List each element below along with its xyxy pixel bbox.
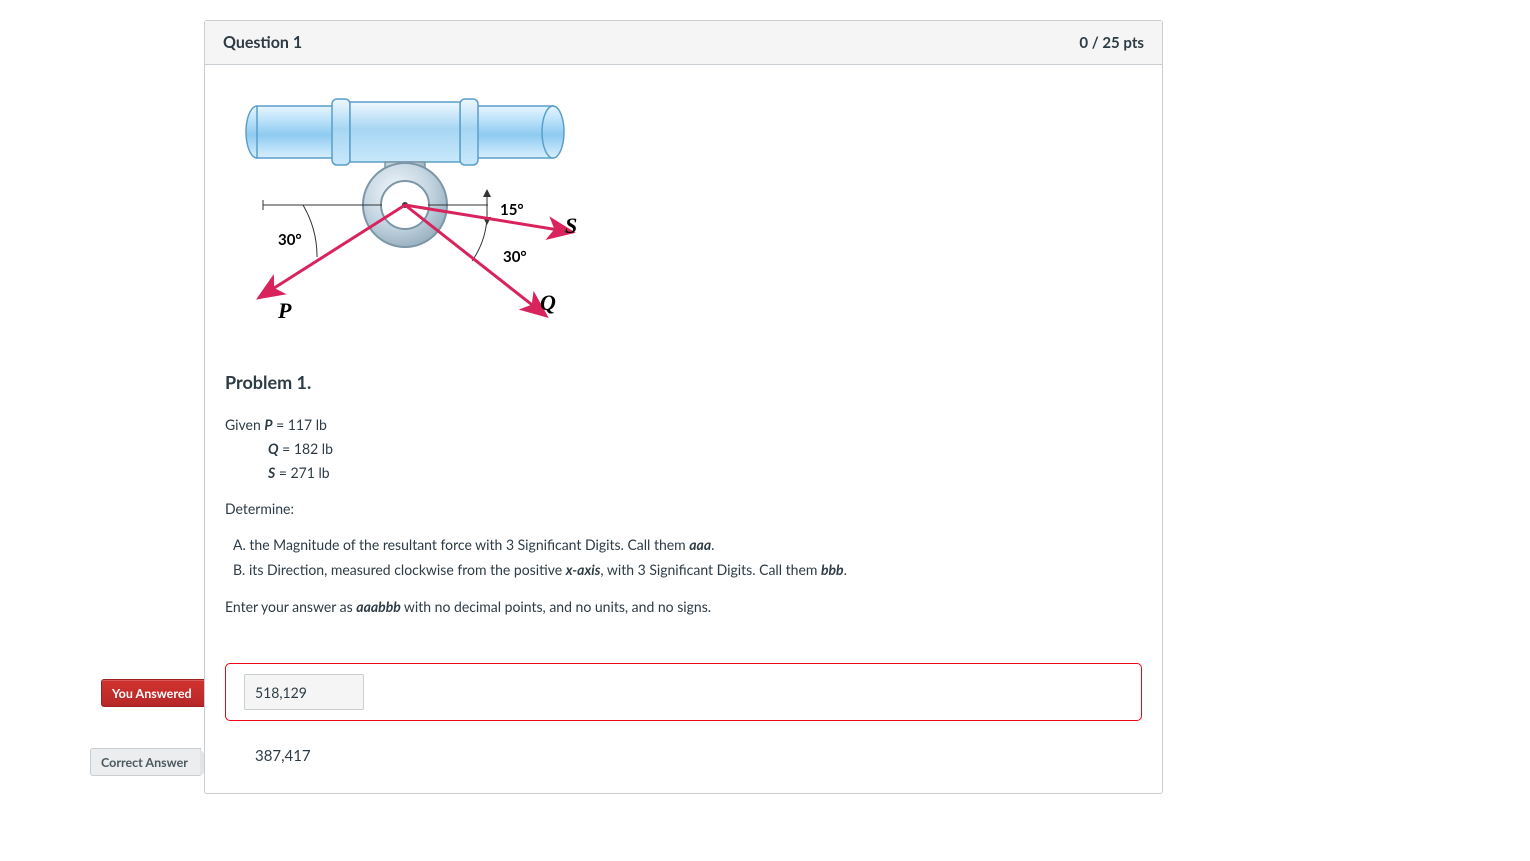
val-Q: = 182 lb bbox=[282, 440, 333, 457]
bullet-B-axis: x-axis bbox=[566, 561, 601, 578]
bullet-B-mid: , with 3 Significant Digits. Call them bbox=[600, 561, 821, 578]
flag-you-answered: You Answered bbox=[101, 679, 205, 707]
force-diagram: 30° 30° 15° P Q S bbox=[225, 85, 585, 345]
bullet-B-pre: B. its Direction, measured clockwise fro… bbox=[233, 561, 566, 578]
question-body: 30° 30° 15° P Q S Problem 1. Given P = 1… bbox=[205, 65, 1162, 793]
bullet-A-em: aaa bbox=[689, 536, 711, 553]
angle-30-right: 30° bbox=[503, 248, 527, 266]
angle-15: 15° bbox=[500, 201, 524, 219]
angle-30-left: 30° bbox=[278, 231, 302, 249]
question-header: Question 1 0 / 25 pts bbox=[205, 21, 1162, 65]
sym-P: P bbox=[264, 416, 272, 433]
given-block: Given P = 117 lb Q = 182 lb S = 271 lb bbox=[225, 413, 1142, 484]
bullet-A-post: . bbox=[711, 536, 714, 553]
sym-S: S bbox=[268, 464, 275, 481]
problem-heading: Problem 1. bbox=[225, 371, 1142, 393]
correct-answer-row: 387,417 bbox=[225, 743, 1142, 769]
correct-answer-value: 387,417 bbox=[255, 747, 311, 765]
given-label: Given bbox=[225, 416, 261, 433]
enter-post: with no decimal points, and no units, an… bbox=[404, 598, 711, 615]
val-P: = 117 lb bbox=[276, 416, 327, 433]
bullet-A: A. the Magnitude of the resultant force … bbox=[233, 533, 1142, 558]
question-title: Question 1 bbox=[223, 33, 302, 52]
label-Q: Q bbox=[540, 290, 556, 315]
sym-Q: Q bbox=[268, 440, 279, 457]
label-S: S bbox=[565, 213, 577, 238]
diagram-svg: 30° 30° 15° P Q S bbox=[225, 85, 585, 345]
label-P: P bbox=[277, 298, 292, 323]
bullet-B-em: bbb bbox=[821, 561, 844, 578]
your-answer-row: 518,129 bbox=[225, 663, 1142, 721]
question-card: Question 1 0 / 25 pts bbox=[204, 20, 1163, 794]
bullet-A-pre: A. the Magnitude of the resultant force … bbox=[233, 536, 689, 553]
bullet-list: A. the Magnitude of the resultant force … bbox=[225, 533, 1142, 582]
determine-label: Determine: bbox=[225, 500, 1142, 517]
val-S: = 271 lb bbox=[279, 464, 330, 481]
enter-instruction: Enter your answer as aaabbb with no deci… bbox=[225, 598, 1142, 615]
page-wrap: You Answered Correct Answer Question 1 0… bbox=[0, 0, 1530, 854]
bullet-B-post: . bbox=[844, 561, 847, 578]
flag-correct-answer: Correct Answer bbox=[90, 748, 201, 776]
question-points: 0 / 25 pts bbox=[1079, 34, 1144, 52]
enter-em: aaabbb bbox=[356, 598, 404, 615]
bullet-B: B. its Direction, measured clockwise fro… bbox=[233, 558, 1142, 583]
enter-pre: Enter your answer as bbox=[225, 598, 356, 615]
your-answer-field[interactable]: 518,129 bbox=[244, 674, 364, 710]
